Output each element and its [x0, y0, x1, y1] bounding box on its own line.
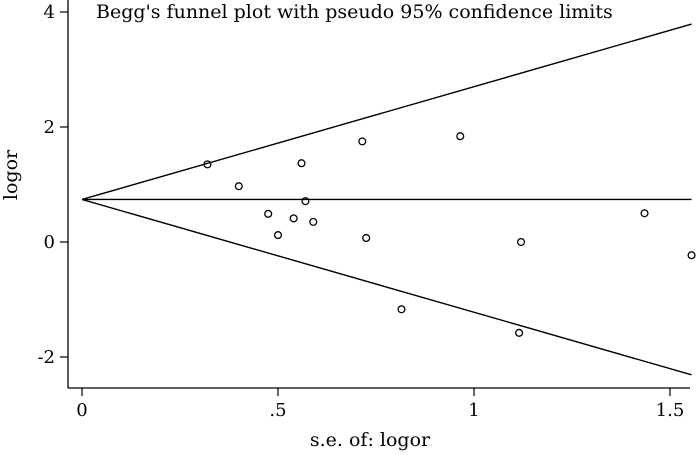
study-point [640, 209, 649, 218]
study-point [264, 209, 273, 218]
study-point [515, 328, 524, 337]
x-axis-title: s.e. of: logor [310, 429, 431, 451]
y-tick-label: 2 [44, 117, 55, 138]
study-point [397, 305, 406, 314]
y-axis-title: logor [0, 149, 22, 200]
x-tick-label: 1 [468, 400, 479, 421]
chart-title: Begg's funnel plot with pseudo 95% confi… [96, 1, 613, 23]
study-point [358, 137, 367, 146]
lower-confidence-limit-line [81, 198, 692, 376]
study-point [301, 197, 310, 206]
study-point [687, 251, 696, 260]
x-tick-label: 1.5 [656, 400, 685, 421]
study-point [516, 237, 526, 247]
study-point [362, 233, 371, 243]
y-tick-label: -2 [37, 347, 55, 368]
y-tick-label: 0 [44, 232, 55, 253]
y-tick-label: 4 [44, 2, 55, 23]
study-point [289, 214, 298, 223]
x-tick-label: 0 [76, 400, 87, 421]
study-point [234, 182, 243, 191]
study-point [203, 160, 212, 169]
study-point [297, 159, 306, 168]
x-tick-label: .5 [269, 400, 286, 421]
study-point [456, 132, 465, 141]
study-point [309, 217, 318, 226]
upper-confidence-limit-line [81, 23, 692, 201]
study-point [273, 231, 283, 240]
